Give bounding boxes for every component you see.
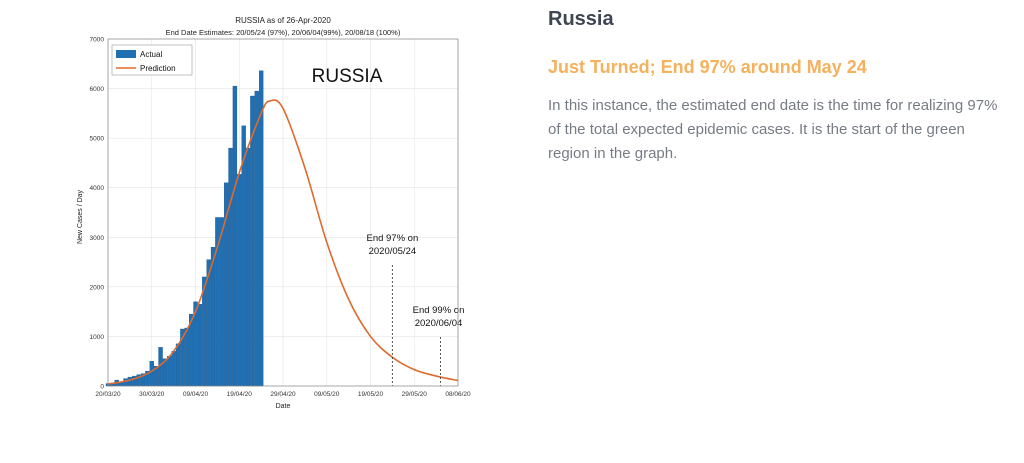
y-tick-label: 4000 xyxy=(90,185,105,192)
chart-container: RUSSIA as of 26-Apr-2020 End Date Estima… xyxy=(70,5,490,415)
y-axis-label: New Cases / Day xyxy=(77,189,84,244)
end-date-annotation: End 99% on xyxy=(413,305,465,316)
x-tick-label: 19/04/20 xyxy=(227,391,253,398)
actual-bar xyxy=(184,327,189,387)
axis-layer: 0 1000 2000 3000 4000 5000 6000 7000 20/03/20 30/… xyxy=(90,37,471,399)
actual-bar xyxy=(228,147,233,387)
actual-bar xyxy=(254,90,259,387)
legend-prediction-label: Prediction xyxy=(140,64,176,73)
x-tick-label: 09/04/20 xyxy=(183,391,209,398)
y-tick-label: 0 xyxy=(100,384,104,391)
actual-bar xyxy=(219,217,224,387)
end-date-annotation: End 97% on xyxy=(366,233,418,244)
epidemic-chart: RUSSIA as of 26-Apr-2020 End Date Estima… xyxy=(77,16,471,410)
actual-bar xyxy=(171,351,176,387)
info-panel: Russia Just Turned; End 97% around May 2… xyxy=(548,6,1008,166)
x-tick-label: 29/05/20 xyxy=(402,391,428,398)
actual-bar xyxy=(123,378,128,387)
plot-frame xyxy=(107,38,459,387)
legend-actual-swatch xyxy=(116,50,136,58)
actual-bar xyxy=(127,376,133,387)
actual-bar xyxy=(232,85,238,387)
actual-bar xyxy=(167,356,172,387)
chart-subtitle: End Date Estimates: 20/05/24 (97%), 20/0… xyxy=(166,28,401,37)
actual-bar xyxy=(175,343,181,387)
annotation-layer: End 97% on 2020/05/24 End 99% on 2020/06/04 xyxy=(366,233,464,386)
x-tick-label: 20/03/20 xyxy=(95,391,121,398)
legend-actual-label: Actual xyxy=(140,50,162,59)
y-tick-label: 6000 xyxy=(90,86,105,93)
prediction-line-layer xyxy=(107,99,459,385)
actual-bar xyxy=(149,361,154,387)
end-date-annotation: 2020/05/24 xyxy=(369,246,417,257)
y-tick-label: 5000 xyxy=(90,136,105,143)
actual-bar xyxy=(197,304,203,387)
actual-bar xyxy=(119,382,124,387)
chart-watermark: RUSSIA xyxy=(312,66,383,87)
x-tick-label: 08/06/20 xyxy=(445,391,471,398)
y-tick-label: 7000 xyxy=(90,37,105,44)
status-subheading: Just Turned; End 97% around May 24 xyxy=(548,57,867,77)
legend: Actual Prediction xyxy=(111,44,193,76)
x-tick-label: 30/03/20 xyxy=(139,391,165,398)
prediction-line xyxy=(107,99,459,385)
x-tick-label: 09/05/20 xyxy=(314,391,340,398)
y-tick-label: 1000 xyxy=(90,334,105,341)
y-tick-label: 2000 xyxy=(90,284,105,291)
actual-bar xyxy=(245,147,251,387)
x-tick-label: 19/05/20 xyxy=(358,391,384,398)
chart-title: RUSSIA as of 26-Apr-2020 xyxy=(235,16,331,25)
y-tick-label: 3000 xyxy=(90,235,105,242)
x-tick-label: 29/04/20 xyxy=(270,391,296,398)
actual-bar xyxy=(237,174,242,387)
end-date-annotation: 2020/06/04 xyxy=(415,318,463,329)
grid-layer xyxy=(107,38,459,387)
actual-bar xyxy=(210,247,216,387)
description-text: In this instance, the estimated end date… xyxy=(548,97,998,162)
x-axis-label: Date xyxy=(276,403,291,410)
country-heading: Russia xyxy=(548,8,614,30)
